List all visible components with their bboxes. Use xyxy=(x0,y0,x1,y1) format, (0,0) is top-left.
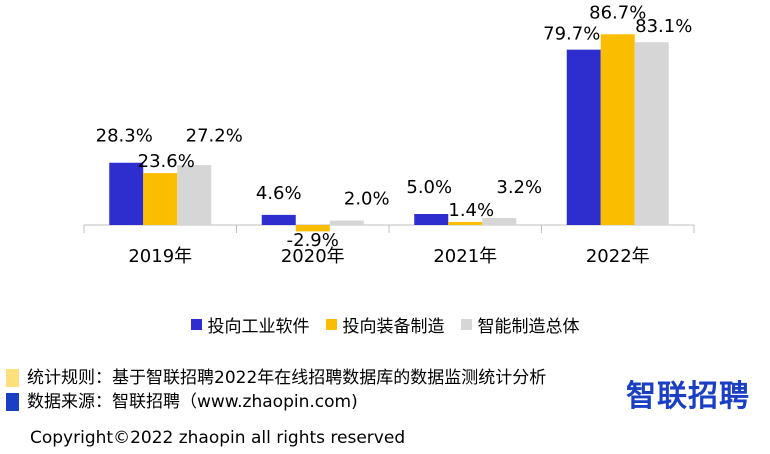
bar-3-2019年 xyxy=(177,165,212,225)
data-label-1-2021年: 5.0% xyxy=(406,177,452,198)
legend-swatch-software xyxy=(190,319,202,330)
legend-label-equipment: 投向装备制造 xyxy=(342,317,445,337)
legend-swatch-equipment xyxy=(325,319,337,330)
legend-label-software: 投向工业软件 xyxy=(207,317,310,337)
bar-3-2020年 xyxy=(329,220,364,225)
data-label-3-2020年: 2.0% xyxy=(344,189,390,210)
brand-logo: 智联招聘 xyxy=(626,379,750,414)
data-label-2-2019年: 23.6% xyxy=(138,151,195,172)
bar-1-2021年 xyxy=(414,214,449,225)
category-label-2021年: 2021年 xyxy=(433,246,497,267)
legend-swatch-overall xyxy=(460,319,472,330)
copyright-text: Copyright©2022 zhaopin all rights reserv… xyxy=(30,428,406,448)
bar-2-2021年 xyxy=(448,221,483,225)
bar-1-2022年 xyxy=(566,49,601,225)
category-label-2020年: 2020年 xyxy=(281,246,345,267)
data-label-1-2022年: 79.7% xyxy=(543,24,600,45)
note-mark-blue xyxy=(6,393,19,411)
bar-chart: 28.3% 23.6% 27.2% 2019年 4.6% -2.9%2.0% 2020年 5.… xyxy=(83,2,695,267)
data-label-3-2019年: 27.2% xyxy=(186,126,243,147)
data-label-3-2021年: 3.2% xyxy=(496,177,542,198)
data-label-2-2020年: -2.9% xyxy=(287,230,339,251)
bar-2-2019年 xyxy=(143,173,178,225)
chart-notes: 统计规则：基于智联招聘2022年在线招聘数据库的数据监测统计分析 数据来源：智联… xyxy=(6,366,546,414)
legend-item-overall: 智能制造总体 xyxy=(460,312,580,337)
bar-1-2019年 xyxy=(109,162,144,225)
legend-label-overall: 智能制造总体 xyxy=(477,317,580,337)
data-label-2-2021年: 1.4% xyxy=(448,200,494,221)
data-label-1-2020年: 4.6% xyxy=(256,183,302,204)
bar-3-2022年 xyxy=(634,42,669,226)
category-label-2022年: 2022年 xyxy=(586,246,650,267)
chart-legend: 投向工业软件 投向装备制造 智能制造总体 xyxy=(0,312,770,337)
bar-2-2020年 xyxy=(295,225,330,232)
legend-item-software: 投向工业软件 xyxy=(190,312,310,337)
note-statistics-rule: 统计规则：基于智联招聘2022年在线招聘数据库的数据监测统计分析 xyxy=(6,366,546,390)
data-label-3-2022年: 83.1% xyxy=(635,16,692,37)
note-data-source-text: 数据来源：智联招聘（www.zhaopin.com) xyxy=(27,392,358,412)
legend-item-equipment: 投向装备制造 xyxy=(325,312,445,337)
note-data-source: 数据来源：智联招聘（www.zhaopin.com) xyxy=(6,390,546,414)
note-statistics-rule-text: 统计规则：基于智联招聘2022年在线招聘数据库的数据监测统计分析 xyxy=(27,368,547,388)
category-label-2019年: 2019年 xyxy=(128,246,192,267)
bar-2-2022年 xyxy=(600,34,635,226)
bar-3-2021年 xyxy=(482,217,517,225)
data-label-1-2019年: 28.3% xyxy=(96,126,153,147)
data-label-2-2022年: 86.7% xyxy=(589,2,646,23)
bar-1-2020年 xyxy=(261,214,296,225)
note-mark-yellow xyxy=(6,369,19,387)
